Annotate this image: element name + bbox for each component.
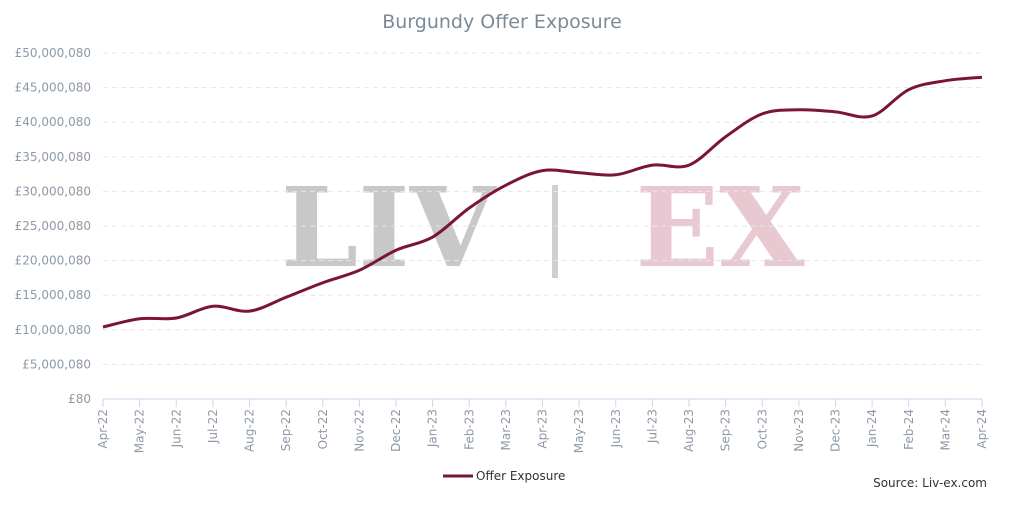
x-tick-label: Jun-23 (609, 409, 623, 448)
chart-title: Burgundy Offer Exposure (382, 11, 622, 33)
x-tick-label: May-22 (133, 409, 147, 453)
x-tick-label: Dec-23 (829, 409, 843, 452)
x-tick-label: Aug-22 (243, 409, 257, 452)
line (102, 75, 983, 329)
y-tick-label: £80 (68, 392, 91, 406)
x-tick-label: Sep-23 (719, 409, 733, 451)
x-tick-label: Apr-22 (96, 409, 110, 449)
y-tick-label: £5,000,080 (22, 357, 91, 371)
x-tick-label: Sep-22 (279, 409, 293, 451)
y-tick-label: £30,000,080 (15, 184, 91, 198)
x-tick-label: Mar-23 (499, 409, 513, 450)
y-tick-label: £50,000,080 (15, 46, 91, 60)
x-tick-label: Aug-23 (682, 409, 696, 452)
x-tick-label: Oct-22 (316, 409, 330, 449)
x-tick-label: Jul-22 (206, 409, 220, 444)
y-tick-label: £15,000,080 (15, 288, 91, 302)
x-tick-label: Jun-22 (169, 409, 183, 448)
y-tick-label: £20,000,080 (15, 254, 91, 268)
watermark-text: EX (635, 163, 805, 292)
watermark-text: LIV (281, 163, 497, 292)
x-tick-label: Feb-23 (462, 409, 476, 450)
watermark: LIV EX (281, 163, 805, 292)
x-tick-label: Jul-23 (645, 409, 659, 444)
watermark-bar (552, 185, 558, 278)
x-tick-label: Apr-23 (536, 409, 550, 449)
x-tick-label: Jan-23 (426, 409, 440, 448)
y-tick-label: £25,000,080 (15, 219, 91, 233)
x-tick-label: Nov-22 (352, 409, 366, 452)
y-tick-label: £35,000,080 (15, 150, 91, 164)
x-tick-label: Oct-23 (755, 409, 769, 449)
source: Source: Liv-ex.com (873, 476, 987, 490)
y-tick-label: £40,000,080 (15, 115, 91, 129)
x-tick-label: Apr-24 (975, 409, 989, 449)
y-tick-label: £45,000,080 (15, 81, 91, 95)
x-tick-label: Nov-23 (792, 409, 806, 452)
x-tick-label: Mar-24 (938, 409, 952, 450)
x-tick-label: May-23 (572, 409, 586, 453)
y-tick-label: £10,000,080 (15, 323, 91, 337)
x-tick-label: Jan-24 (865, 409, 879, 448)
legend-label: Offer Exposure (476, 469, 565, 483)
x-tick-label: Dec-22 (389, 409, 403, 452)
x-tick-label: Feb-24 (902, 409, 916, 450)
